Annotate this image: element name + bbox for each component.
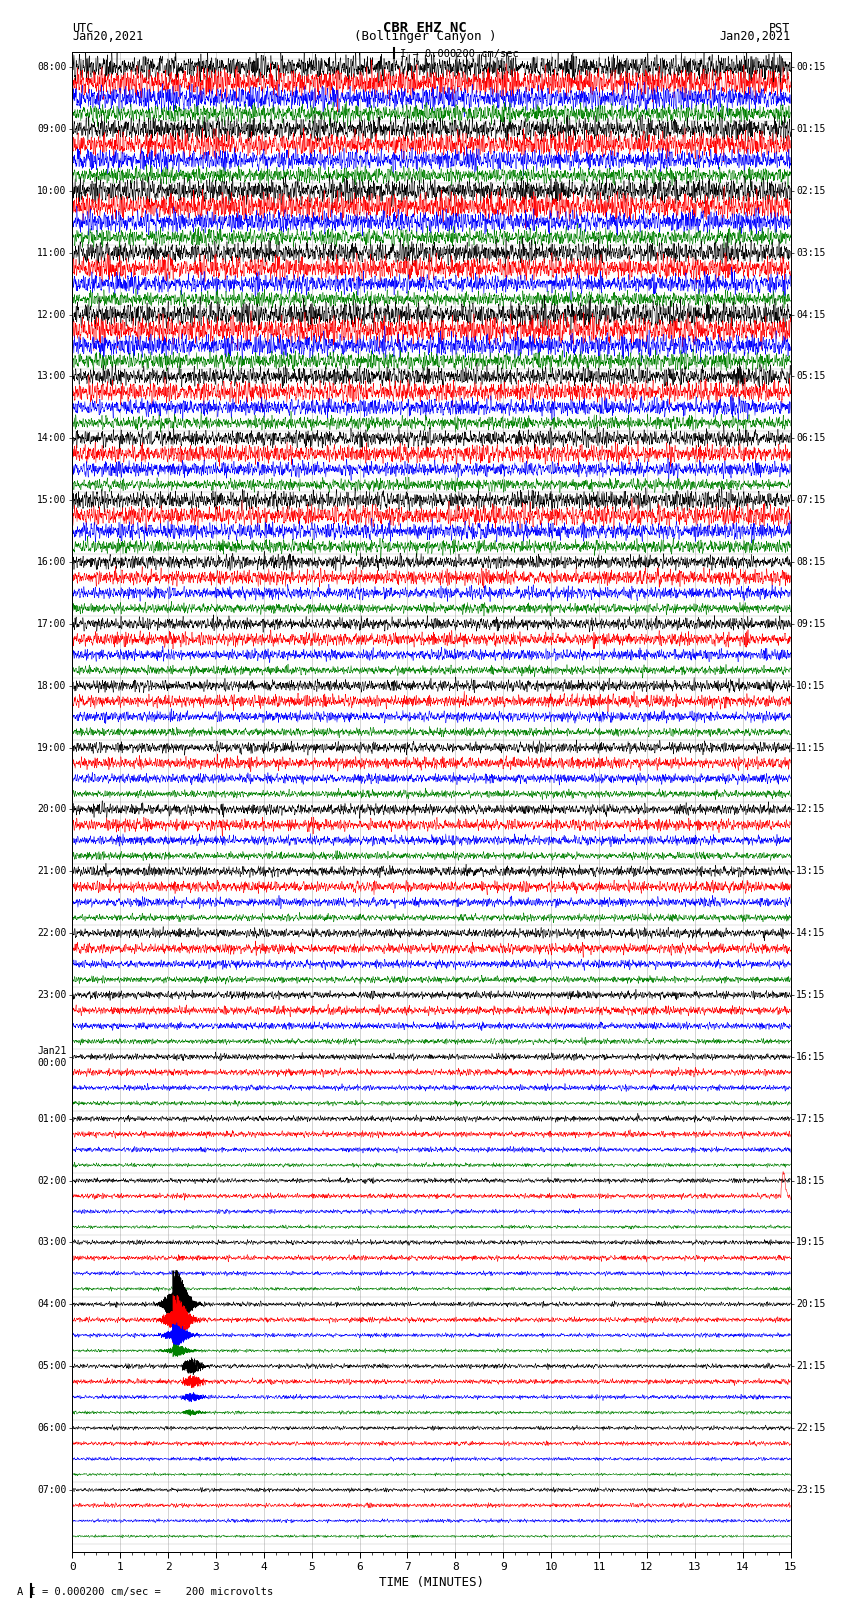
Text: A I = 0.000200 cm/sec =    200 microvolts: A I = 0.000200 cm/sec = 200 microvolts: [17, 1587, 273, 1597]
X-axis label: TIME (MINUTES): TIME (MINUTES): [379, 1576, 484, 1589]
Text: I = 0.000200 cm/sec: I = 0.000200 cm/sec: [400, 50, 518, 60]
Text: CBR EHZ NC: CBR EHZ NC: [383, 21, 467, 35]
Text: UTC: UTC: [72, 21, 94, 35]
Text: (Bollinger Canyon ): (Bollinger Canyon ): [354, 29, 496, 44]
Text: PST: PST: [769, 21, 790, 35]
Text: Jan20,2021: Jan20,2021: [72, 29, 144, 44]
Text: Jan20,2021: Jan20,2021: [719, 29, 791, 44]
